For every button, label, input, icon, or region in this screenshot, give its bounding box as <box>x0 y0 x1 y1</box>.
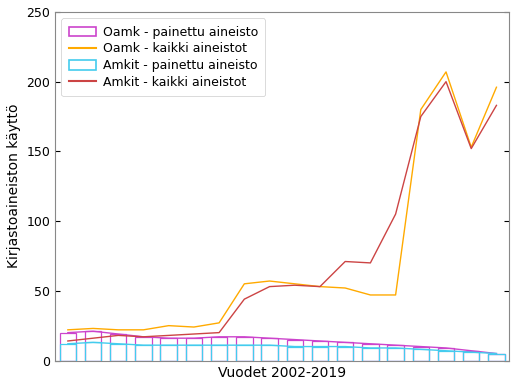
X-axis label: Vuodet 2002-2019: Vuodet 2002-2019 <box>218 366 346 380</box>
Y-axis label: Kirjastoaineiston käyttö: Kirjastoaineiston käyttö <box>7 104 21 269</box>
Legend: Oamk - painettu aineisto, Oamk - kaikki aineistot, Amkit - painettu aineisto, Am: Oamk - painettu aineisto, Oamk - kaikki … <box>61 18 266 96</box>
